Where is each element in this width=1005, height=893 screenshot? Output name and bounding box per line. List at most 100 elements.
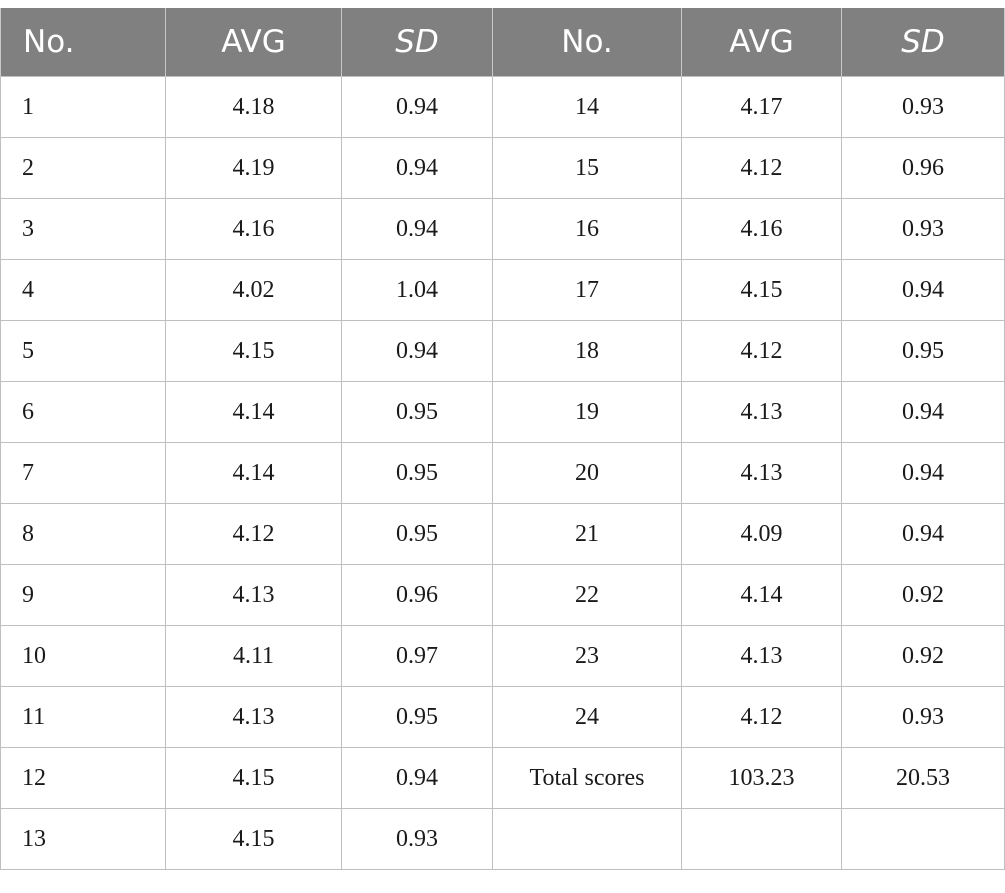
cell-avg-right	[681, 808, 842, 870]
cell-sd-left: 0.96	[341, 564, 493, 626]
cell-avg-right: 4.12	[681, 686, 842, 748]
scores-table: No. AVG SD No. AVG SD 1 4.18 0.94 14 4.17 0.9…	[0, 8, 1005, 870]
cell-no-left: 2	[0, 137, 166, 199]
header-no-right: No.	[492, 8, 682, 77]
cell-no-left: 8	[0, 503, 166, 565]
cell-sd-left: 0.94	[341, 137, 493, 199]
table-row: 12 4.15 0.94 Total scores 103.23 20.53	[0, 747, 1005, 809]
cell-no-left: 1	[0, 76, 166, 138]
cell-sd-right	[841, 808, 1005, 870]
cell-avg-left: 4.18	[165, 76, 342, 138]
table-row: 2 4.19 0.94 15 4.12 0.96	[0, 137, 1005, 199]
cell-sd-right: 0.95	[841, 320, 1005, 382]
cell-avg-left: 4.19	[165, 137, 342, 199]
cell-sd-left: 0.94	[341, 198, 493, 260]
cell-avg-right: 4.13	[681, 442, 842, 504]
cell-sd-left: 0.95	[341, 686, 493, 748]
cell-sd-left: 0.93	[341, 808, 493, 870]
cell-avg-right: 103.23	[681, 747, 842, 809]
cell-avg-right: 4.15	[681, 259, 842, 321]
cell-sd-left: 0.94	[341, 320, 493, 382]
table-body: 1 4.18 0.94 14 4.17 0.93 2 4.19 0.94 15 4.12 0.96 3 4…	[0, 76, 1005, 870]
cell-avg-right: 4.13	[681, 625, 842, 687]
cell-avg-left: 4.16	[165, 198, 342, 260]
cell-no-left: 12	[0, 747, 166, 809]
header-avg-right: AVG	[681, 8, 842, 77]
cell-sd-right: 0.94	[841, 381, 1005, 443]
cell-no-left: 6	[0, 381, 166, 443]
cell-avg-right: 4.12	[681, 137, 842, 199]
cell-sd-right: 0.92	[841, 564, 1005, 626]
table-row: 8 4.12 0.95 21 4.09 0.94	[0, 503, 1005, 565]
cell-no-right: 14	[492, 76, 682, 138]
table-row: 11 4.13 0.95 24 4.12 0.93	[0, 686, 1005, 748]
cell-avg-left: 4.15	[165, 808, 342, 870]
cell-no-left: 11	[0, 686, 166, 748]
data-table-container: No. AVG SD No. AVG SD 1 4.18 0.94 14 4.17 0.9…	[0, 8, 1005, 870]
table-header: No. AVG SD No. AVG SD	[0, 8, 1005, 77]
cell-avg-left: 4.14	[165, 442, 342, 504]
table-row: 13 4.15 0.93	[0, 808, 1005, 870]
header-no-left: No.	[0, 8, 166, 77]
cell-sd-left: 1.04	[341, 259, 493, 321]
cell-no-right: 22	[492, 564, 682, 626]
cell-sd-right: 0.93	[841, 198, 1005, 260]
table-row: 6 4.14 0.95 19 4.13 0.94	[0, 381, 1005, 443]
cell-avg-left: 4.14	[165, 381, 342, 443]
cell-no-right: 19	[492, 381, 682, 443]
cell-avg-left: 4.13	[165, 686, 342, 748]
cell-sd-right: 0.94	[841, 503, 1005, 565]
cell-no-left: 7	[0, 442, 166, 504]
header-row: No. AVG SD No. AVG SD	[0, 8, 1005, 77]
cell-no-left: 13	[0, 808, 166, 870]
cell-no-left: 9	[0, 564, 166, 626]
header-sd-right: SD	[841, 8, 1005, 77]
cell-avg-right: 4.17	[681, 76, 842, 138]
cell-no-right: 21	[492, 503, 682, 565]
cell-avg-left: 4.15	[165, 747, 342, 809]
cell-avg-right: 4.14	[681, 564, 842, 626]
cell-avg-left: 4.11	[165, 625, 342, 687]
cell-sd-right: 0.96	[841, 137, 1005, 199]
cell-sd-right: 0.94	[841, 442, 1005, 504]
cell-no-left: 5	[0, 320, 166, 382]
cell-no-right: 15	[492, 137, 682, 199]
table-row: 1 4.18 0.94 14 4.17 0.93	[0, 76, 1005, 138]
cell-no-right: Total scores	[492, 747, 682, 809]
cell-avg-right: 4.16	[681, 198, 842, 260]
cell-no-right: 20	[492, 442, 682, 504]
cell-no-right: 18	[492, 320, 682, 382]
cell-avg-left: 4.13	[165, 564, 342, 626]
cell-no-right: 17	[492, 259, 682, 321]
cell-sd-right: 20.53	[841, 747, 1005, 809]
cell-sd-left: 0.97	[341, 625, 493, 687]
cell-avg-left: 4.02	[165, 259, 342, 321]
cell-no-right: 23	[492, 625, 682, 687]
cell-sd-right: 0.93	[841, 686, 1005, 748]
cell-no-left: 10	[0, 625, 166, 687]
cell-no-right: 24	[492, 686, 682, 748]
cell-no-left: 4	[0, 259, 166, 321]
table-row: 5 4.15 0.94 18 4.12 0.95	[0, 320, 1005, 382]
table-row: 10 4.11 0.97 23 4.13 0.92	[0, 625, 1005, 687]
cell-avg-left: 4.15	[165, 320, 342, 382]
cell-sd-left: 0.94	[341, 76, 493, 138]
cell-sd-left: 0.95	[341, 503, 493, 565]
cell-no-right	[492, 808, 682, 870]
header-avg-left: AVG	[165, 8, 342, 77]
cell-no-right: 16	[492, 198, 682, 260]
table-row: 3 4.16 0.94 16 4.16 0.93	[0, 198, 1005, 260]
table-row: 9 4.13 0.96 22 4.14 0.92	[0, 564, 1005, 626]
cell-sd-right: 0.93	[841, 76, 1005, 138]
cell-sd-left: 0.95	[341, 442, 493, 504]
cell-avg-right: 4.12	[681, 320, 842, 382]
cell-no-left: 3	[0, 198, 166, 260]
header-sd-left: SD	[341, 8, 493, 77]
table-row: 7 4.14 0.95 20 4.13 0.94	[0, 442, 1005, 504]
table-row: 4 4.02 1.04 17 4.15 0.94	[0, 259, 1005, 321]
cell-sd-right: 0.92	[841, 625, 1005, 687]
cell-sd-left: 0.95	[341, 381, 493, 443]
cell-avg-right: 4.09	[681, 503, 842, 565]
cell-avg-right: 4.13	[681, 381, 842, 443]
cell-sd-right: 0.94	[841, 259, 1005, 321]
